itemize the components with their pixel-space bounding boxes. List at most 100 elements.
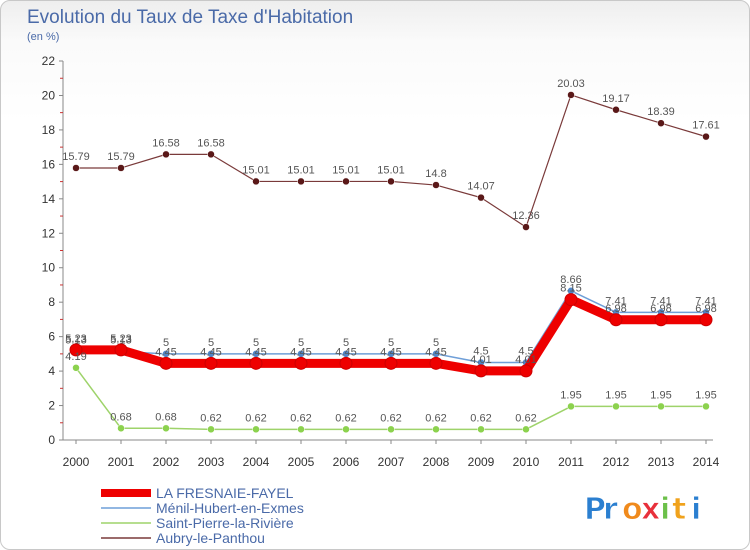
data-label: 20.03 <box>557 78 585 90</box>
data-label: 4.45 <box>335 346 356 358</box>
series-point <box>474 364 488 378</box>
data-label: 1.95 <box>560 389 581 401</box>
x-tick-label: 2001 <box>108 455 135 469</box>
data-label: 4.19 <box>65 351 86 363</box>
data-label: 15.01 <box>287 164 315 176</box>
data-label: 19.17 <box>602 93 630 105</box>
data-label: 4.5 <box>473 345 488 357</box>
y-tick-label: 4 <box>48 364 55 378</box>
data-label: 4.45 <box>200 346 221 358</box>
series-point <box>519 364 533 378</box>
x-tick-label: 2009 <box>468 455 495 469</box>
x-tick-label: 2011 <box>558 455 584 469</box>
legend-label: Aubry-le-Panthou <box>156 530 265 546</box>
data-label: 5.13 <box>110 335 131 347</box>
y-tick-label: 12 <box>42 226 56 240</box>
chart-title: Evolution du Taux de Taxe d'Habitation <box>27 7 354 28</box>
data-label: 1.95 <box>695 389 716 401</box>
logo-letter: i <box>660 492 670 527</box>
data-label: 8.15 <box>560 283 581 295</box>
x-tick-label: 2007 <box>378 455 405 469</box>
series-point <box>342 425 350 434</box>
logo-letter: t <box>672 492 686 527</box>
data-label: 4.45 <box>155 346 176 358</box>
series-point <box>657 119 665 127</box>
data-label: 14.8 <box>425 168 446 180</box>
y-tick-label: 8 <box>48 295 55 309</box>
data-label: 5 <box>433 337 439 349</box>
series-point <box>387 425 395 434</box>
data-label: 0.62 <box>245 412 266 424</box>
data-label: 12.36 <box>512 210 540 222</box>
series-point <box>339 356 353 370</box>
y-tick-label: 6 <box>48 330 55 344</box>
data-label: 4.5 <box>518 345 533 357</box>
x-tick-label: 2012 <box>603 455 630 469</box>
y-tick-label: 16 <box>42 157 56 171</box>
y-tick-label: 14 <box>42 192 56 206</box>
logo-letter: x <box>641 492 660 527</box>
series-point <box>72 164 80 172</box>
data-label: 0.62 <box>200 412 221 424</box>
data-label: 16.58 <box>197 137 225 149</box>
chart-subtitle: (en %) <box>27 31 60 43</box>
chart-legend: LA FRESNAIE-FAYELMénil-Hubert-en-ExmesSa… <box>101 485 304 546</box>
legend-label: Saint-Pierre-la-Rivière <box>156 515 294 531</box>
logo-letter: i <box>691 492 701 527</box>
data-label: 1.95 <box>605 389 626 401</box>
logo-letter: P <box>584 492 606 527</box>
series-point <box>432 181 440 189</box>
data-label: 15.01 <box>242 164 270 176</box>
y-tick-label: 20 <box>42 88 56 102</box>
series-point <box>342 177 350 186</box>
y-tick-label: 10 <box>42 261 56 275</box>
x-tick-label: 2008 <box>423 455 450 469</box>
data-label: 4.45 <box>380 346 401 358</box>
series-point <box>609 313 623 327</box>
series-point <box>204 356 218 370</box>
series-point <box>207 425 215 434</box>
data-label: 0.62 <box>335 412 356 424</box>
series-point <box>294 356 308 370</box>
series-point <box>387 177 395 186</box>
series-point <box>522 425 530 434</box>
x-tick-label: 2000 <box>63 455 90 469</box>
data-label: 5 <box>343 337 349 349</box>
data-label: 5.23 <box>110 333 131 345</box>
x-tick-label: 2014 <box>693 455 720 469</box>
data-label: 5 <box>163 337 169 349</box>
data-label: 8.66 <box>560 274 581 286</box>
data-label: 5 <box>388 337 394 349</box>
series-point <box>699 313 713 327</box>
data-label: 0.62 <box>515 412 536 424</box>
series-point <box>612 106 620 114</box>
data-label: 4.45 <box>425 346 446 358</box>
series-point <box>69 343 83 357</box>
series-point <box>654 313 668 327</box>
series-point <box>477 425 485 434</box>
x-tick-label: 2005 <box>288 455 315 469</box>
data-label: 0.62 <box>425 412 446 424</box>
series-point <box>114 343 128 357</box>
legend-label: Ménil-Hubert-en-Exmes <box>156 500 304 516</box>
series-point <box>432 425 440 434</box>
series-point <box>567 91 575 99</box>
x-tick-label: 2004 <box>243 455 270 469</box>
series-point <box>297 177 305 186</box>
series-point <box>702 402 710 411</box>
x-tick-label: 2006 <box>333 455 360 469</box>
series-point <box>702 132 710 141</box>
series-point <box>117 164 125 172</box>
series-point <box>522 223 530 231</box>
data-label: 7.41 <box>605 295 626 307</box>
y-tick-label: 2 <box>48 399 55 413</box>
data-label: 4.01 <box>470 354 491 366</box>
data-label: 6.98 <box>605 303 626 315</box>
series-point <box>159 356 173 370</box>
series-point <box>477 193 485 202</box>
data-label: 5 <box>253 337 259 349</box>
data-label: 16.58 <box>152 137 180 149</box>
data-label: 15.79 <box>107 151 135 163</box>
